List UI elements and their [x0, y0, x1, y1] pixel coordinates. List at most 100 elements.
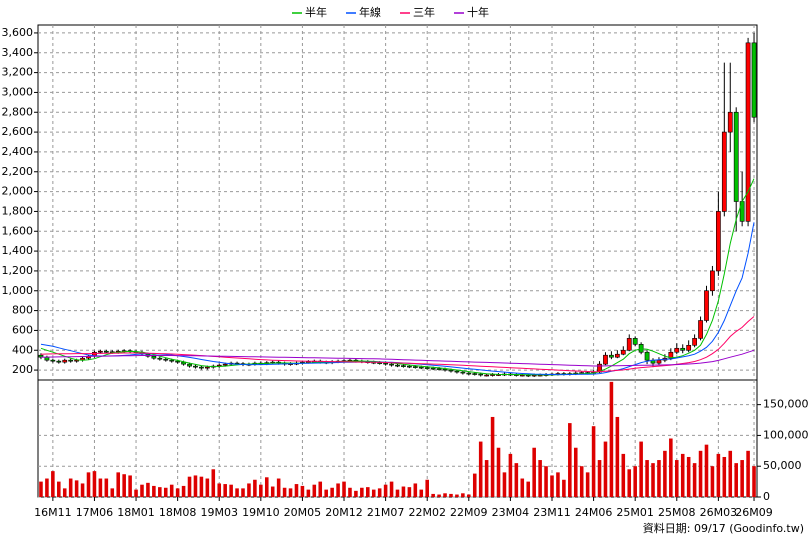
ma-line	[40, 178, 755, 376]
volume-bar	[288, 488, 293, 497]
volume-bar	[657, 460, 661, 497]
volume-bar	[92, 471, 97, 497]
volume-bar	[508, 453, 513, 497]
volume-bar	[116, 472, 121, 497]
volume-bar	[591, 426, 596, 497]
y-tick-label: 100,000	[763, 428, 808, 441]
candle-body	[430, 367, 436, 370]
volume-bar	[383, 484, 388, 497]
volume-bar	[669, 438, 673, 497]
volume-bar	[484, 460, 489, 497]
candle-body	[436, 368, 442, 370]
candle-body	[733, 111, 739, 202]
volume-bar	[651, 463, 655, 497]
x-tick-label: 16M11	[34, 506, 72, 519]
candle-body	[614, 353, 620, 358]
candle-body	[460, 371, 466, 374]
volume-bar	[104, 478, 109, 497]
volume-bar	[467, 494, 471, 497]
volume-bar	[568, 423, 572, 497]
x-tick-label: 19M10	[242, 506, 280, 519]
candle-body	[56, 360, 62, 363]
candle-body	[674, 347, 680, 353]
volume-bar	[205, 478, 210, 497]
candle-body	[727, 111, 733, 133]
volume-bar	[686, 456, 691, 497]
candle-body	[490, 374, 495, 376]
volume-bar	[514, 463, 519, 497]
volume-bar	[431, 493, 435, 497]
x-tick-label: 21M07	[367, 506, 405, 519]
candle-body	[698, 320, 703, 339]
candle-body	[424, 367, 430, 369]
candle-body	[704, 290, 709, 321]
panel-frame	[37, 24, 758, 381]
panel-frame	[37, 379, 758, 498]
volume-bar	[235, 488, 239, 497]
candle-body	[222, 363, 228, 366]
y-tick-label: 3,600	[2, 26, 34, 39]
candle-body	[412, 366, 418, 368]
volume-bar	[395, 489, 400, 497]
volume-bar	[199, 476, 204, 497]
candle-body	[50, 359, 56, 362]
candle-body	[680, 347, 686, 351]
volume-bar	[461, 493, 465, 497]
volume-bar	[728, 450, 733, 497]
volume-bar	[348, 487, 352, 497]
candle-body	[626, 338, 632, 351]
candle-body	[472, 373, 478, 375]
candle-body	[38, 354, 44, 358]
x-tick-label: 20M05	[284, 506, 322, 519]
volume-bar	[562, 479, 566, 497]
volume-bar	[158, 487, 162, 497]
volume-bar	[211, 469, 216, 497]
y-tick-label: 2,200	[2, 165, 34, 178]
candle-body	[193, 365, 198, 368]
candle-body	[418, 366, 424, 369]
x-tick-label: 24M06	[575, 506, 613, 519]
candle-body	[442, 368, 448, 371]
y-tick-label: 400	[12, 343, 33, 356]
candle-body	[383, 362, 388, 365]
volume-bar	[360, 487, 364, 497]
volume-bar	[645, 460, 649, 497]
volume-bar	[312, 484, 317, 497]
volume-bar	[318, 481, 323, 497]
volume-bar	[371, 489, 376, 497]
volume-bar	[704, 444, 709, 497]
volume-bar	[526, 481, 531, 497]
y-tick-label: 3,000	[2, 85, 34, 98]
volume-bar	[128, 475, 132, 497]
volume-bar	[413, 483, 418, 497]
candle-body	[609, 354, 614, 358]
ma-line	[40, 316, 755, 373]
candle-body	[199, 366, 204, 369]
candle-body	[632, 338, 638, 345]
y-tick-label: 1,600	[2, 224, 34, 237]
candle-body	[692, 338, 697, 346]
volume-bar	[401, 486, 406, 497]
volume-bar	[39, 481, 43, 497]
volume-bar	[746, 450, 750, 497]
volume-bar	[175, 488, 180, 497]
volume-bar	[716, 453, 721, 497]
candle-body	[407, 365, 412, 368]
y-tick-label: 2,600	[2, 125, 34, 138]
candle-body	[187, 363, 192, 367]
y-tick-label: 50,000	[763, 459, 802, 472]
x-tick-label: 18M01	[117, 506, 155, 519]
volume-bar	[437, 494, 441, 497]
volume-bar	[217, 483, 222, 497]
y-tick-label: 2,800	[2, 105, 34, 118]
ma-line	[40, 349, 755, 367]
volume-bar	[377, 488, 382, 497]
volume-bar	[276, 478, 281, 497]
volume-bar	[502, 472, 507, 497]
x-tick-label: 17M06	[76, 506, 114, 519]
volume-bar	[585, 472, 590, 497]
y-tick-label: 1,000	[2, 284, 34, 297]
volume-bar	[294, 484, 299, 497]
volume-bar	[449, 493, 453, 497]
